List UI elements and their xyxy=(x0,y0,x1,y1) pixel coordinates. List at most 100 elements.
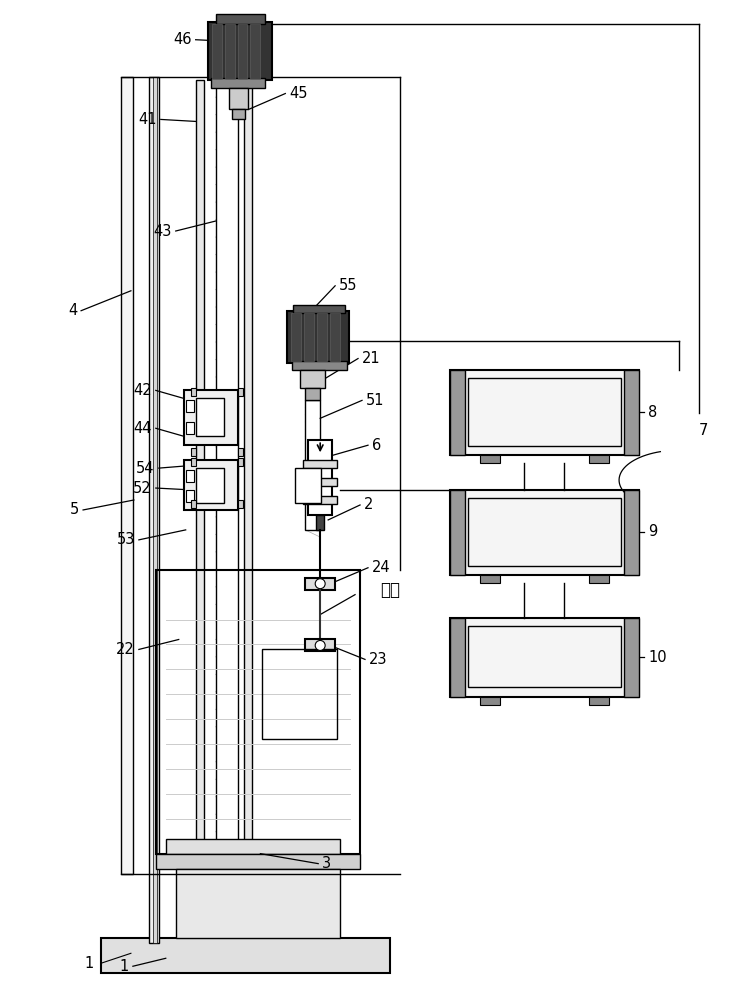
Bar xyxy=(624,370,639,455)
Bar xyxy=(479,455,499,463)
Bar xyxy=(450,370,639,455)
Bar xyxy=(305,639,335,651)
Bar xyxy=(166,839,340,854)
Bar xyxy=(589,575,609,583)
Text: 52: 52 xyxy=(133,481,152,496)
Bar xyxy=(207,22,273,80)
Text: 43: 43 xyxy=(153,224,172,239)
Bar xyxy=(196,398,224,436)
Text: 2: 2 xyxy=(364,497,373,512)
Bar xyxy=(303,460,337,468)
Circle shape xyxy=(315,640,325,650)
Bar xyxy=(101,938,390,973)
Text: 46: 46 xyxy=(173,32,192,47)
Bar xyxy=(303,478,337,486)
Circle shape xyxy=(315,579,325,589)
Bar xyxy=(305,400,320,530)
Bar xyxy=(186,490,193,502)
Text: 1: 1 xyxy=(119,959,129,974)
Text: 24: 24 xyxy=(372,560,391,575)
Bar xyxy=(624,618,639,697)
Bar xyxy=(450,618,465,697)
Bar xyxy=(156,854,360,869)
Text: 1: 1 xyxy=(84,956,94,971)
Bar xyxy=(184,460,239,510)
Text: 8: 8 xyxy=(648,405,657,420)
Bar xyxy=(216,14,265,24)
Bar xyxy=(468,378,621,446)
Bar xyxy=(239,448,244,456)
Bar xyxy=(238,24,247,79)
Bar xyxy=(468,498,621,566)
Bar xyxy=(468,626,621,687)
Bar xyxy=(479,697,499,705)
Bar xyxy=(190,448,196,456)
Bar xyxy=(239,500,244,508)
Bar xyxy=(308,440,332,515)
Text: 4: 4 xyxy=(68,303,77,318)
Bar xyxy=(196,468,224,503)
Bar xyxy=(305,313,314,361)
Text: 5: 5 xyxy=(70,502,79,517)
Bar xyxy=(589,697,609,705)
Text: 45: 45 xyxy=(289,86,308,101)
Bar xyxy=(317,313,328,361)
Bar xyxy=(300,370,325,388)
Bar xyxy=(156,570,360,854)
Text: 9: 9 xyxy=(648,524,657,539)
Text: 23: 23 xyxy=(369,652,388,667)
Text: 42: 42 xyxy=(133,383,152,398)
Bar xyxy=(186,422,193,434)
Bar xyxy=(293,305,345,313)
Bar xyxy=(262,649,337,739)
Text: 51: 51 xyxy=(366,393,385,408)
Bar xyxy=(190,388,196,396)
Bar xyxy=(624,490,639,575)
Bar xyxy=(186,400,193,412)
Bar xyxy=(589,455,609,463)
Bar xyxy=(450,490,639,575)
Bar xyxy=(245,80,253,867)
Bar xyxy=(291,313,302,361)
Text: 41: 41 xyxy=(139,112,157,127)
Bar xyxy=(121,77,133,874)
Bar xyxy=(305,578,335,590)
Text: 样品: 样品 xyxy=(380,581,400,599)
Text: 55: 55 xyxy=(339,278,358,293)
Bar xyxy=(149,77,159,943)
Bar xyxy=(225,24,234,79)
Text: 54: 54 xyxy=(136,461,155,476)
Bar xyxy=(450,490,465,575)
Bar xyxy=(239,458,244,466)
Text: 44: 44 xyxy=(133,421,152,436)
Bar xyxy=(316,515,324,530)
Bar xyxy=(190,500,196,508)
Bar xyxy=(295,468,321,503)
Bar xyxy=(210,78,265,88)
Bar xyxy=(288,311,349,363)
Bar xyxy=(239,388,244,396)
Bar xyxy=(292,361,347,370)
Bar xyxy=(330,313,340,361)
Text: 6: 6 xyxy=(372,438,381,453)
Bar xyxy=(479,575,499,583)
Bar xyxy=(184,390,239,445)
Text: 3: 3 xyxy=(322,856,331,871)
Text: 10: 10 xyxy=(648,650,667,665)
Bar xyxy=(212,24,222,79)
Bar xyxy=(228,88,248,109)
Text: 7: 7 xyxy=(699,423,708,438)
Bar xyxy=(196,80,204,867)
Bar xyxy=(153,77,157,943)
Bar xyxy=(450,618,639,697)
Bar xyxy=(216,80,238,867)
Bar xyxy=(305,388,320,400)
Bar xyxy=(450,370,465,455)
Bar xyxy=(231,109,245,119)
Text: 53: 53 xyxy=(116,532,135,547)
Bar xyxy=(250,24,260,79)
Text: 22: 22 xyxy=(116,642,135,657)
Bar xyxy=(176,869,340,938)
Bar xyxy=(303,496,337,504)
Bar xyxy=(186,470,193,482)
